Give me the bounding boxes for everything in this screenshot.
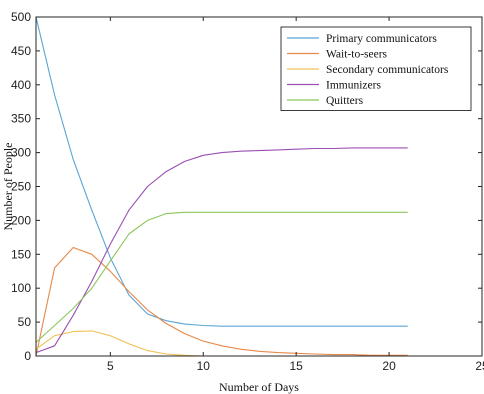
x-tick-label-1: 10 xyxy=(197,359,211,373)
x-tick-label-4: 25 xyxy=(475,359,484,373)
y-tick-label-8: 400 xyxy=(11,78,31,92)
series-line-3 xyxy=(35,147,408,354)
legend-label-3: Immunizers xyxy=(326,80,381,92)
y-tick-label-7: 350 xyxy=(11,112,31,126)
series-line-4 xyxy=(35,211,408,343)
y-tick-label-0: 0 xyxy=(24,349,31,363)
legend-label-4: Quitters xyxy=(326,95,364,107)
series-line-1 xyxy=(35,246,408,357)
y-tick-label-5: 250 xyxy=(11,180,31,194)
y-tick-label-2: 100 xyxy=(11,281,31,295)
x-tick-label-2: 15 xyxy=(289,359,303,373)
legend-label-0: Primary communicators xyxy=(326,33,437,45)
x-axis-label: Number of Days xyxy=(219,380,299,394)
y-tick-label-3: 150 xyxy=(11,247,31,261)
legend-label-1: Wait-to-seers xyxy=(326,49,388,61)
y-axis-label: Number of People xyxy=(1,143,15,231)
x-tick-label-0: 5 xyxy=(107,359,114,373)
legend-label-2: Secondary communicators xyxy=(326,64,449,76)
y-tick-label-10: 500 xyxy=(11,10,31,24)
y-tick-label-9: 450 xyxy=(11,44,31,58)
y-tick-label-1: 50 xyxy=(18,315,32,329)
y-tick-label-4: 200 xyxy=(11,213,31,227)
series-line-0 xyxy=(35,16,408,327)
legend: Primary communicators Wait-to-seers Second… xyxy=(280,26,472,111)
x-tick-label-3: 20 xyxy=(382,359,396,373)
y-tick-label-6: 300 xyxy=(11,146,31,160)
axes: 0 50 100 150 200 250 300 350 400 450 500 5 10 15 20 25 xyxy=(11,10,484,373)
